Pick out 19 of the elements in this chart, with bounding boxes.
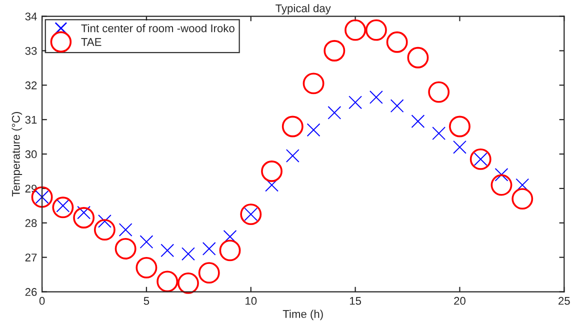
x-tick-label: 5 bbox=[144, 297, 150, 305]
y-tick-label: 28 bbox=[25, 219, 37, 228]
y-tick-label: 30 bbox=[25, 150, 37, 158]
y-tick-label: 33 bbox=[25, 47, 37, 55]
x-tick-label: 20 bbox=[454, 296, 466, 305]
y-tick-label: 27 bbox=[25, 254, 37, 262]
y-tick-label: 26 bbox=[25, 288, 37, 296]
x-axis-title: Time (h) bbox=[282, 310, 323, 320]
x-tick-label: 0 bbox=[39, 296, 45, 305]
legend-label: Tint center of room -wood Iroko bbox=[81, 24, 234, 32]
chart-title: Typical day bbox=[276, 4, 331, 14]
x-tick-label: 10 bbox=[246, 296, 257, 305]
y-tick-label: 34 bbox=[25, 12, 37, 20]
x-tick-label: 15 bbox=[350, 297, 362, 305]
y-tick-label: 31 bbox=[25, 116, 37, 124]
legend-label: TAE bbox=[81, 38, 102, 46]
y-axis-title: Temperature (°C) bbox=[12, 112, 22, 196]
x-tick-label: 25 bbox=[558, 296, 570, 305]
y-tick-label: 32 bbox=[25, 81, 37, 90]
